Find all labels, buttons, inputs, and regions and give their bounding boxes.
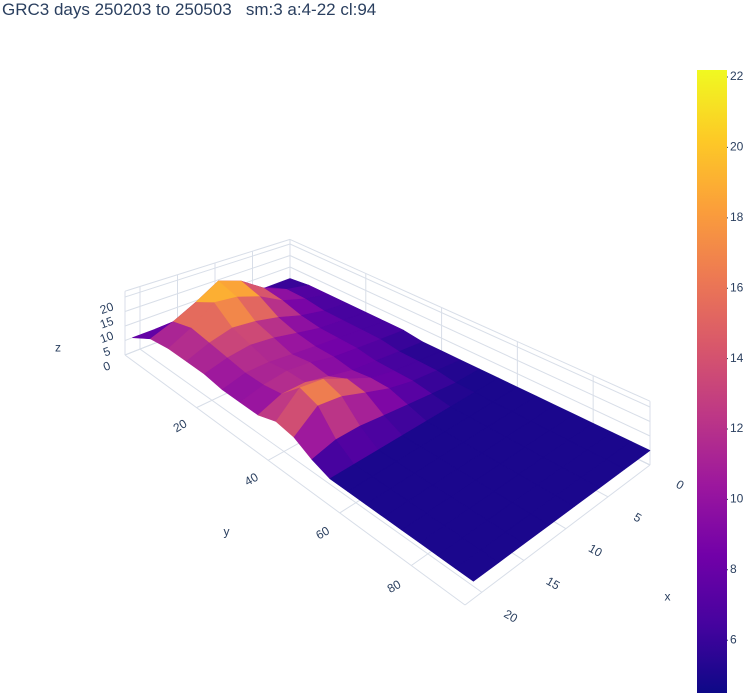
x-tick-label: 20 [501,607,520,626]
z-tick-label: 5 [101,344,112,360]
grid-line [289,243,651,408]
x-tick-label: 15 [544,574,563,593]
y-tick-label: 80 [385,577,404,596]
colorbar-tick-label: 10 [730,492,744,506]
colorbar-tick-label: 6 [730,632,737,646]
colorbar [697,70,727,693]
colorbar-tick-label: 16 [730,280,744,294]
grid-line [289,255,651,422]
surface [132,278,651,582]
colorbar-tick-label: 20 [730,140,744,154]
grid-line [124,255,291,312]
z-tick-label: 20 [98,299,116,317]
z-tick-label: 0 [101,358,112,374]
colorbar-tick-label: 8 [730,562,737,576]
x-tick-label: 5 [631,510,644,526]
colorbar-tick-label: 12 [730,421,744,435]
y-tick-label: 60 [313,523,332,542]
labels: 051015202040608005101520xyz6810121416182… [55,69,744,693]
colorbar-tick-label: 14 [730,351,744,365]
chart-title: GRC3 days 250203 to 250503 sm:3 a:4-22 c… [2,0,376,19]
box-edge [464,464,651,606]
z-tick-label: 10 [98,328,116,346]
x-tick-label: 10 [586,541,605,560]
surface-patch [455,550,499,582]
y-tick-label: 40 [242,470,261,489]
y-tick-label: 20 [171,416,190,435]
colorbar-tick-label: 18 [730,210,744,224]
grid-line [289,266,651,437]
box-edge [124,238,291,292]
x-axis-title: x [665,590,671,604]
z-tick-label: 15 [98,314,116,332]
y-axis-title: y [224,525,230,539]
box-edge [289,238,651,402]
colorbar-tick-label: 22 [730,69,744,83]
grid-line [139,348,483,593]
grid-line [124,243,291,298]
box-edge [124,354,466,606]
z-axis-title: z [55,340,61,354]
x-tick-label: 0 [674,477,687,493]
